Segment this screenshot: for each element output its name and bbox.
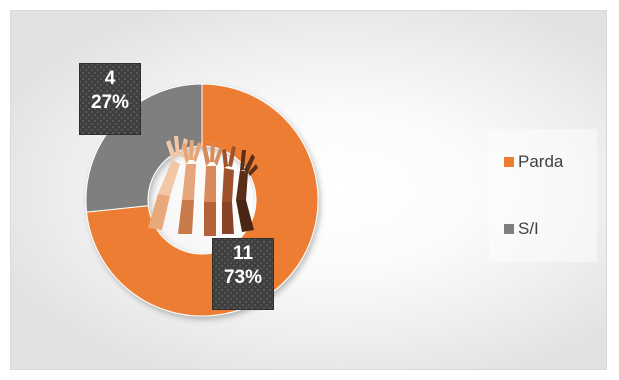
- legend-swatch-s-i: [504, 224, 514, 234]
- legend-item-parda: Parda: [504, 152, 563, 172]
- legend-label-s-i: S/I: [518, 219, 539, 238]
- raised-hands-icon: [148, 136, 258, 236]
- donut-slice-s-i: [85, 83, 203, 213]
- legend-label-parda: Parda: [518, 152, 564, 171]
- data-label-s-i: 4 27%: [79, 63, 141, 135]
- data-label-parda: 11 73%: [212, 238, 274, 310]
- legend: [489, 129, 597, 262]
- data-label-s-i-value: 4: [104, 68, 116, 89]
- legend-swatch-parda: [504, 157, 514, 167]
- legend-item-s-i: S/I: [504, 219, 539, 239]
- data-label-s-i-percent: 27%: [90, 92, 130, 113]
- data-label-parda-value: 11: [232, 243, 254, 264]
- chart-area: 4 27% 11 73% Parda S/I: [10, 10, 607, 370]
- data-label-parda-percent: 73%: [223, 267, 263, 288]
